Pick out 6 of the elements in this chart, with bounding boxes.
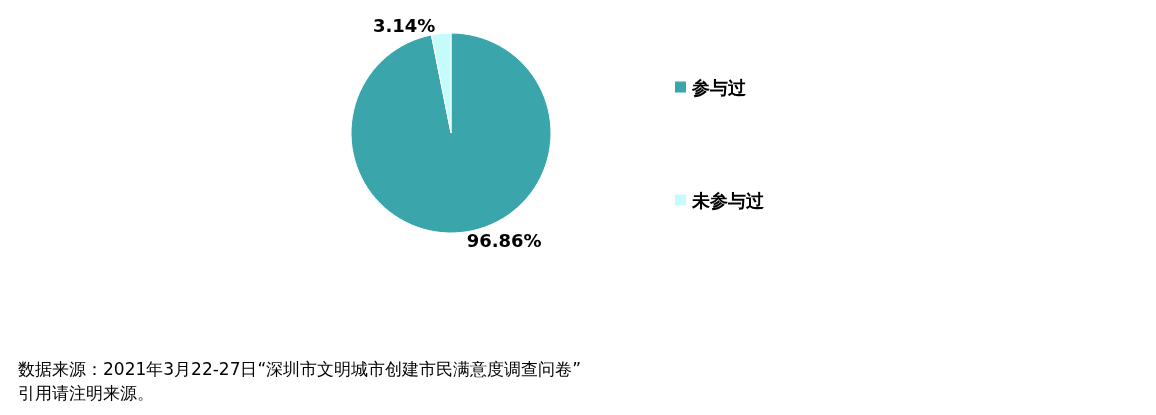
legend-label: 未参与过: [691, 189, 765, 211]
text: 引用请注明来源。: [18, 382, 154, 403]
source-note: 数据来源：2021年3月22-27日“深圳市文明城市创建市民满意度调查问卷”: [18, 358, 582, 379]
data-label: 3.14%: [372, 15, 436, 37]
data-label: 96.86%: [466, 229, 542, 251]
legend-label: 参与过: [691, 76, 747, 98]
